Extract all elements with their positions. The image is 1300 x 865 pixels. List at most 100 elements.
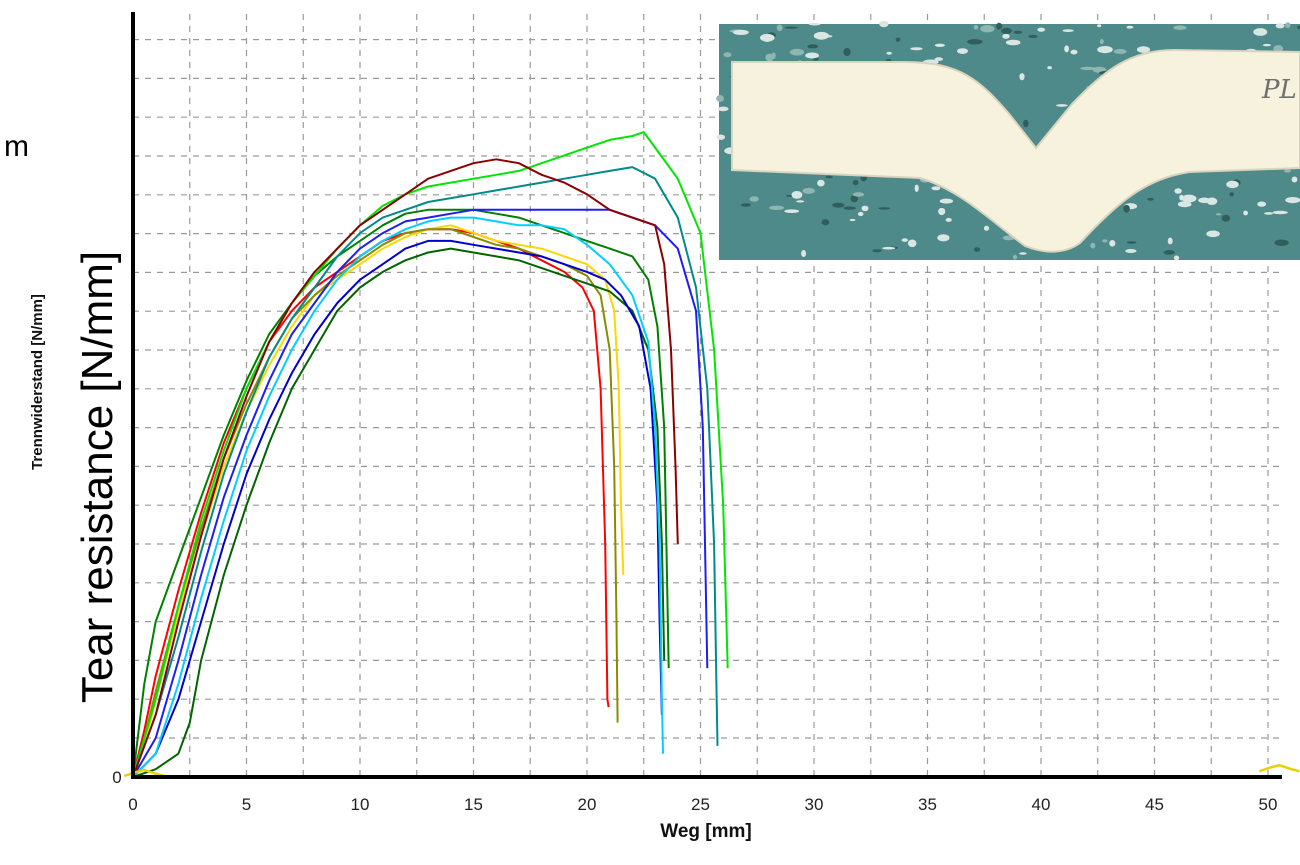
speckle [852, 192, 865, 197]
x-tick-label: 15 [464, 795, 483, 814]
speckle [973, 25, 979, 30]
speckle [882, 246, 896, 250]
speckle [934, 57, 943, 61]
speckle [1206, 230, 1220, 238]
speckle [1284, 169, 1291, 173]
speckle [1167, 237, 1173, 245]
x-tick-labels: 0 5 10 15 20 25 30 35 40 45 50 [128, 795, 1277, 814]
speckle [808, 22, 821, 26]
speckle [1019, 252, 1027, 255]
speckle [1064, 45, 1069, 53]
x-tick-label: 40 [1032, 795, 1051, 814]
series-line-6 [132, 239, 663, 778]
speckle [1125, 249, 1137, 253]
speckle [1285, 197, 1300, 204]
speckle [1126, 25, 1134, 29]
speckle [1070, 49, 1078, 55]
x-tick-label: 45 [1145, 795, 1164, 814]
speckle [996, 22, 1003, 30]
trace-artifact-2 [1258, 763, 1300, 773]
series-line-11 [132, 158, 679, 778]
speckle [974, 247, 981, 252]
speckle [857, 211, 864, 217]
speckle [1253, 28, 1268, 36]
speckle [1097, 46, 1113, 54]
speckle [1221, 214, 1231, 222]
specimen-strip [731, 48, 1300, 253]
photo-inset-specimen: PL [716, 20, 1300, 261]
speckle [1062, 29, 1074, 32]
speckle [832, 202, 845, 208]
speckle [983, 225, 990, 231]
speckle [716, 134, 725, 140]
speckle [784, 209, 800, 213]
x-tick-label: 5 [242, 795, 251, 814]
speckle [1047, 66, 1052, 70]
speckle [749, 196, 759, 202]
y-tick-label-0: 0 [112, 768, 121, 787]
speckle [723, 52, 732, 58]
x-tick-label: 0 [128, 795, 137, 814]
speckle [805, 52, 819, 59]
speckle [910, 47, 923, 51]
speckle [802, 187, 815, 194]
speckle [886, 51, 892, 55]
speckle [817, 34, 833, 38]
speckle [849, 218, 856, 222]
speckle [934, 43, 946, 47]
speckle [1123, 204, 1130, 213]
speckle [1113, 49, 1127, 54]
series-line-8 [132, 216, 664, 778]
x-tick-label: 30 [805, 795, 824, 814]
speckle [1102, 239, 1108, 243]
speckle [1264, 212, 1274, 215]
speckle [980, 25, 995, 33]
speckle [733, 29, 749, 35]
y-axis-label-large: Tear resistance [N/mm] [73, 251, 122, 703]
speckle [957, 48, 968, 54]
speckle [1177, 201, 1192, 208]
speckle [1028, 34, 1038, 38]
speckle [1097, 24, 1102, 28]
speckle [872, 249, 882, 253]
speckle [931, 186, 941, 191]
speckle [1174, 188, 1182, 194]
speckle [850, 194, 859, 203]
series-line-9 [132, 166, 719, 778]
speckle [1273, 45, 1284, 53]
handwritten-mark: PL [1261, 75, 1297, 105]
speckle [1013, 30, 1023, 34]
speckle [1005, 39, 1021, 46]
speckle [1275, 23, 1285, 29]
x-axis-label: Weg [mm] [660, 821, 751, 842]
series-line-1 [132, 228, 610, 778]
speckle [716, 95, 724, 102]
speckle [1257, 201, 1267, 207]
x-tick-label: 35 [918, 795, 937, 814]
speckle [1198, 197, 1211, 204]
speckle [1023, 119, 1029, 128]
speckle [852, 179, 859, 186]
speckle [843, 48, 851, 56]
speckle [1274, 239, 1289, 246]
x-tick-label: 10 [351, 795, 370, 814]
speckle [1229, 192, 1234, 197]
speckle [789, 48, 805, 56]
x-tick-label: 20 [578, 795, 597, 814]
speckle [967, 39, 983, 45]
speckle [843, 206, 856, 210]
speckle [1285, 22, 1291, 29]
speckle [801, 250, 807, 257]
speckle [907, 239, 917, 248]
speckle [901, 238, 908, 242]
speckle [937, 234, 950, 242]
speckle [771, 52, 776, 59]
speckle [945, 217, 952, 222]
series-line-10 [132, 131, 729, 778]
speckle [938, 207, 946, 216]
speckle [1080, 66, 1096, 71]
speckle [1181, 194, 1197, 203]
speckle [769, 205, 785, 210]
speckle [1136, 46, 1151, 53]
speckle [1262, 43, 1271, 47]
